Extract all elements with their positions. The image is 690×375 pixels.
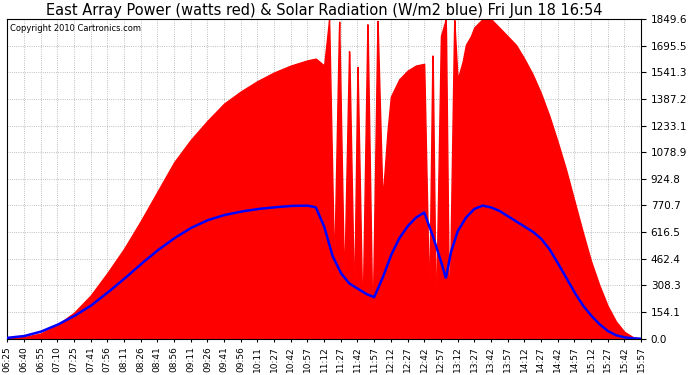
- Text: Copyright 2010 Cartronics.com: Copyright 2010 Cartronics.com: [10, 24, 141, 33]
- Title: East Array Power (watts red) & Solar Radiation (W/m2 blue) Fri Jun 18 16:54: East Array Power (watts red) & Solar Rad…: [46, 3, 602, 18]
